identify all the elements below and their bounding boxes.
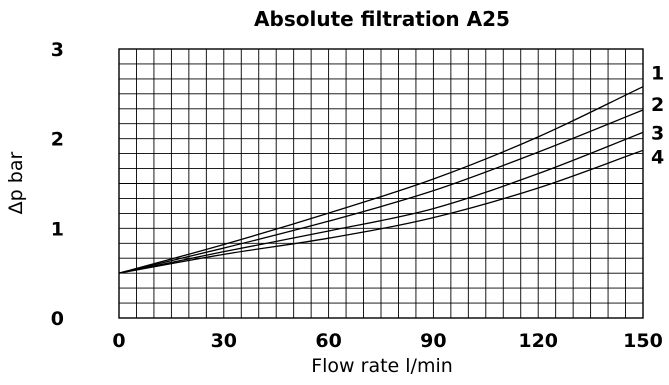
x-axis-label: Flow rate l/min [311,355,453,377]
chart-title: Absolute filtration A25 [254,7,510,31]
y-tick-label: 3 [51,39,64,61]
x-tick-labels: 0 30 60 90 120 150 [112,330,662,352]
x-tick-label: 90 [420,330,446,352]
series-label-3: 3 [651,122,664,144]
series-line-1 [118,86,644,274]
series-line-3 [118,131,644,274]
y-tick-label: 1 [51,218,64,240]
series-label-2: 2 [651,94,664,116]
plot-frame [118,48,644,319]
x-tick-label: 30 [211,330,237,352]
series-line-2 [118,109,644,274]
x-tick-label: 0 [112,330,125,352]
series-label-1: 1 [651,63,664,85]
x-tick-label: 60 [315,330,341,352]
y-tick-label: 0 [51,308,64,330]
series-line-4 [118,149,644,274]
x-tick-label: 150 [623,330,663,352]
curves [118,86,644,274]
x-tick-label: 120 [518,330,558,352]
y-axis-label: Δp bar [5,152,27,215]
y-tick-labels: 0 1 2 3 [51,39,64,330]
grid [119,49,643,318]
series-labels: 1 2 34 [651,63,664,169]
y-tick-label: 2 [51,129,64,151]
series-label-4: 4 [651,146,664,168]
